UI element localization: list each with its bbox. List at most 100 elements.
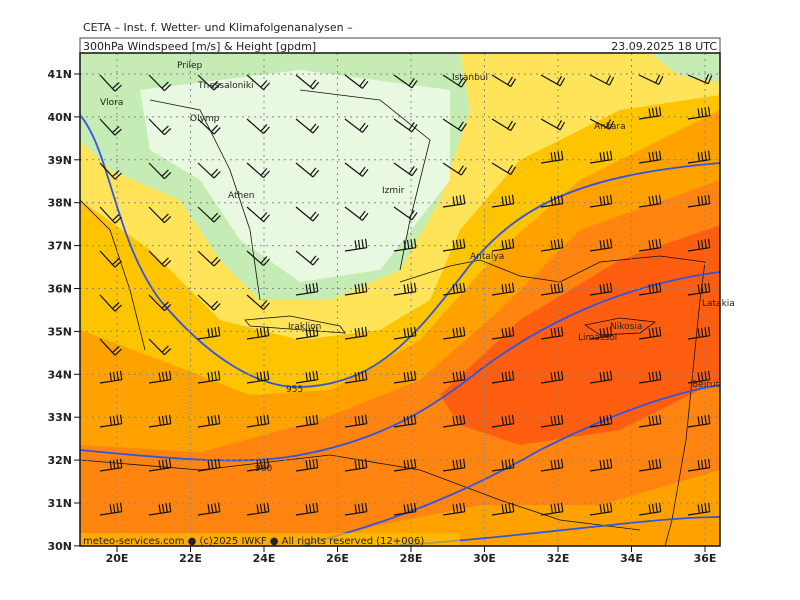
wind-barb [687, 458, 711, 472]
wind-barb [393, 162, 418, 177]
wind-barb [540, 414, 564, 428]
wind-barb [148, 118, 172, 136]
wind-barb [295, 414, 319, 428]
wind-barb [442, 162, 467, 176]
wind-barb [99, 502, 123, 516]
wind-barb [148, 74, 172, 92]
wind-barb [246, 458, 270, 472]
wind-barb [344, 74, 369, 89]
wind-barb [491, 502, 515, 516]
wind-barb [687, 238, 711, 252]
place-label: Iraklion [288, 322, 321, 332]
wind-barb [491, 282, 515, 296]
wind-barb [99, 338, 122, 356]
place-label: Athen [228, 191, 254, 201]
wind-barb [246, 250, 270, 267]
contour-label: 960 [255, 464, 272, 474]
wind-barb [197, 206, 221, 223]
lat-label: 34N [47, 368, 72, 381]
wind-barb [393, 502, 417, 516]
wind-barb [540, 118, 566, 131]
title: 300hPa Windspeed [m/s] & Height [gpdm] [83, 40, 316, 53]
wind-barb [589, 74, 615, 86]
wind-barb [589, 282, 613, 296]
wind-barb [687, 326, 711, 340]
wind-barb [589, 194, 613, 208]
wind-barb [197, 74, 221, 91]
wind-barb [638, 194, 662, 208]
wind-barb [589, 118, 615, 130]
wind-barb [638, 502, 662, 516]
wind-barb [246, 118, 270, 135]
lat-label: 31N [47, 497, 72, 510]
wind-barb [491, 326, 515, 340]
wind-barb [148, 414, 172, 428]
place-label: Thessaloniki [197, 81, 254, 91]
wind-barb [491, 238, 515, 252]
wind-barb [246, 294, 270, 311]
lat-label: 30N [47, 540, 72, 553]
wind-barb [295, 118, 320, 134]
wind-barb [687, 414, 711, 428]
wind-barb [540, 282, 564, 296]
place-label: Prilep [177, 61, 203, 71]
wind-barb [148, 370, 172, 384]
place-label: Nikosia [610, 322, 642, 332]
wind-barb [148, 250, 172, 268]
wind-barb [197, 326, 221, 340]
lon-label: 24E [253, 552, 276, 565]
lon-label: 26E [326, 552, 349, 565]
wind-barb [687, 73, 713, 85]
coastlines [80, 89, 706, 546]
wind-barb [197, 502, 221, 516]
lon-label: 20E [106, 552, 129, 565]
wind-barb [393, 458, 417, 472]
lat-label: 38N [47, 197, 72, 210]
wind-barb [393, 370, 417, 384]
wind-barb [99, 294, 122, 312]
wind-barb [491, 458, 515, 472]
wind-barb [442, 502, 466, 516]
wind-barb [295, 502, 319, 516]
wind-barb [638, 326, 662, 340]
wind-barb [99, 162, 122, 180]
place-label: Olymp [190, 114, 220, 124]
wind-barb [246, 326, 270, 340]
lat-label: 36N [47, 283, 72, 296]
wind-barb [344, 118, 369, 133]
wind-barb [638, 74, 664, 85]
wind-barb [246, 414, 270, 428]
contour-label: 955 [286, 385, 303, 395]
lat-label: 40N [47, 111, 72, 124]
wind-barb [638, 238, 662, 252]
lat-label: 33N [47, 411, 72, 424]
wind-barb [197, 458, 221, 472]
wind-barb [246, 162, 270, 179]
wind-barb [442, 118, 467, 132]
wind-barb [491, 74, 517, 88]
wind-barb [148, 502, 172, 516]
field [440, 225, 720, 445]
wind-barb [344, 326, 368, 340]
wind-barb [99, 458, 123, 472]
wind-barb [99, 370, 123, 384]
wind-barb [295, 282, 319, 296]
wind-barb [589, 326, 613, 340]
place-label: Izmir [382, 186, 405, 196]
wind-barb [197, 294, 221, 311]
wind-barb [246, 370, 270, 384]
wind-barb [197, 414, 221, 428]
wind-barb [442, 458, 466, 472]
wind-barb [540, 150, 564, 164]
place-label: Limassol [578, 333, 617, 343]
place-label: Latakia [702, 299, 735, 309]
wind-barb [148, 338, 172, 356]
wind-barb [295, 74, 320, 90]
wind-barb [442, 370, 466, 384]
wind-barb [197, 162, 221, 179]
wind-barb [540, 370, 564, 384]
lat-label: 35N [47, 325, 72, 338]
wind-barb [589, 458, 613, 472]
frame [79, 52, 721, 547]
place-label: Vlora [100, 98, 123, 108]
